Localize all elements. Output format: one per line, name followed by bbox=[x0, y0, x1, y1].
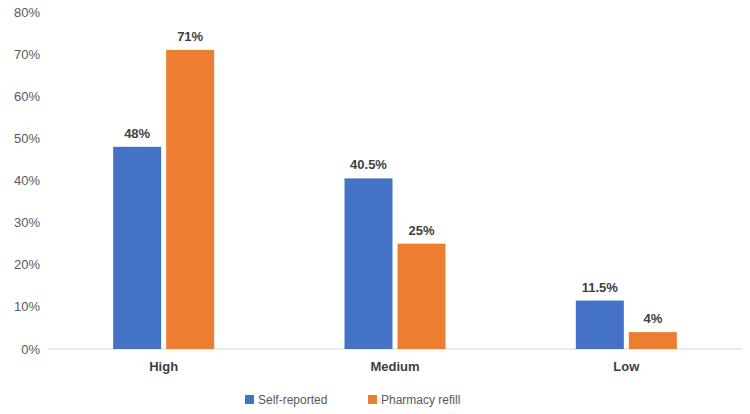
data-label: 40.5% bbox=[350, 157, 387, 172]
bar bbox=[629, 332, 677, 349]
y-tick-label: 30% bbox=[14, 215, 40, 230]
y-tick-label: 80% bbox=[14, 5, 40, 20]
bar bbox=[576, 301, 624, 349]
y-tick-label: 10% bbox=[14, 299, 40, 314]
data-label: 48% bbox=[124, 126, 150, 141]
legend-swatch bbox=[368, 395, 377, 404]
x-tick-label: Low bbox=[613, 359, 640, 374]
data-label: 11.5% bbox=[582, 280, 619, 295]
legend-label: Pharmacy refill bbox=[381, 393, 460, 407]
y-tick-label: 40% bbox=[14, 173, 40, 188]
y-tick-label: 20% bbox=[14, 257, 40, 272]
data-label: 71% bbox=[177, 29, 203, 44]
legend-swatch bbox=[245, 395, 254, 404]
x-tick-label: High bbox=[149, 359, 178, 374]
data-labels: 48% 71% 40.5% 25% 11.5% 4% bbox=[124, 29, 663, 326]
legend-label: Self-reported bbox=[258, 393, 327, 407]
bar bbox=[398, 244, 446, 349]
bar bbox=[166, 50, 214, 349]
bar bbox=[345, 178, 393, 349]
bar bbox=[113, 147, 161, 349]
y-tick-label: 70% bbox=[14, 47, 40, 62]
bars bbox=[113, 50, 677, 349]
x-tick-label: Medium bbox=[370, 359, 419, 374]
y-tick-label: 0% bbox=[21, 342, 40, 357]
data-label: 25% bbox=[408, 223, 434, 238]
data-label: 4% bbox=[643, 311, 662, 326]
legend: Self-reported Pharmacy refill bbox=[245, 393, 460, 407]
y-tick-label: 50% bbox=[14, 131, 40, 146]
y-tick-label: 60% bbox=[14, 89, 40, 104]
chart: 0% 10% 20% 30% 40% 50% 60% 70% 80% 48% 71% 40.5% 25%… bbox=[0, 0, 750, 414]
